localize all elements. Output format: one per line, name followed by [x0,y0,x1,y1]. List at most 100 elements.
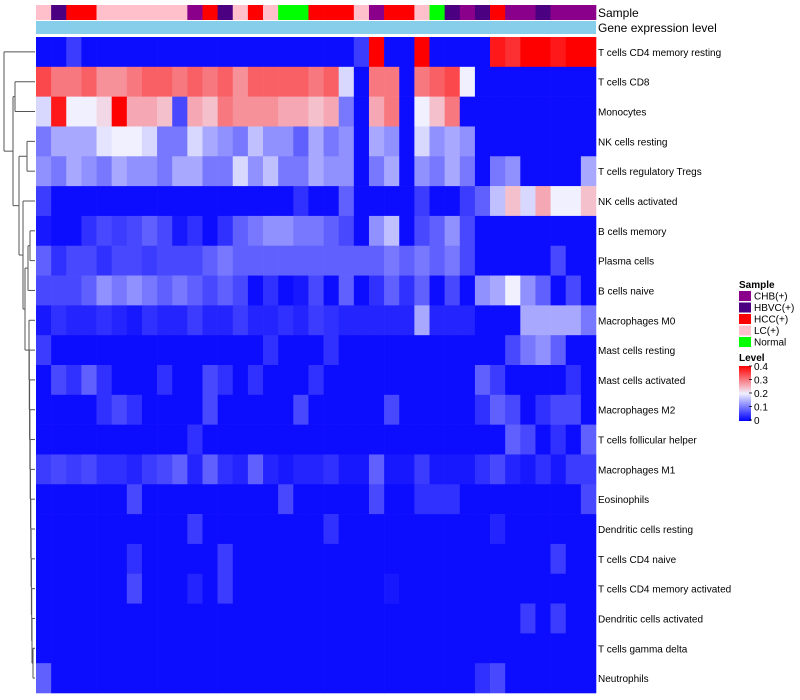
heatmap-cell [81,365,97,396]
sample-cell [550,5,567,20]
heatmap-cell [126,603,143,634]
heatmap-cell [474,215,491,247]
heatmap-cell [490,365,506,396]
heatmap-cell [399,454,415,485]
heatmap-cell [51,305,67,336]
heatmap-cell [399,245,415,276]
heatmap-cell [81,394,97,425]
heatmap-cell [353,663,370,694]
heatmap-cell [520,37,536,68]
heatmap-cell [535,663,551,694]
heatmap-cell [338,305,355,336]
sample-cell [51,5,67,20]
heatmap-cell [293,215,309,247]
heatmap-cell [263,37,279,68]
heatmap-cell [36,245,52,276]
heatmap-cell [580,424,597,455]
heatmap-cell [444,573,461,604]
heatmap-cell [368,454,385,485]
heatmap-cell [535,365,551,396]
heatmap-cell [429,335,445,366]
heatmap-cell [474,514,491,545]
heatmap-cell [535,543,551,575]
heatmap-cell [565,96,582,127]
heatmap-cell [368,424,385,455]
heatmap-cell [66,37,82,68]
heatmap-cell [399,514,415,545]
heatmap-cell [36,663,52,694]
heatmap-cell [384,335,400,366]
heatmap-cell [399,215,415,247]
heatmap-cell [293,96,309,127]
heatmap-cell [353,96,370,127]
heatmap-cell [368,37,385,68]
heatmap-cell [580,156,597,187]
heatmap-cell [565,484,582,515]
heatmap-cell [384,305,400,336]
heatmap-cell [172,186,188,217]
heatmap-cell [444,484,461,515]
heatmap-cell [202,514,218,545]
legend-label: Normal [754,338,786,349]
sample-cell [217,5,234,20]
heatmap-cell [278,305,294,336]
heatmap-cell [263,484,279,515]
heatmap-cell [263,275,279,306]
heatmap-cell [384,66,400,97]
heatmap-cell [217,603,234,634]
heatmap-cell [157,484,173,515]
heatmap-cell [232,37,249,68]
heatmap-cell [126,335,143,366]
heatmap-cell [384,96,400,127]
heatmap-cell [368,543,385,575]
heatmap-cell [520,484,536,515]
heatmap-cell [474,633,491,664]
heatmap-cell [353,37,370,68]
heatmap-cell [126,37,143,68]
heatmap-cell [278,365,294,396]
heatmap-cell [323,543,340,575]
heatmap-cell [157,424,173,455]
heatmap-cell [459,543,476,575]
heatmap-cell [126,186,143,217]
sample-cell [187,5,203,20]
gene-expression-bar [36,21,596,34]
heatmap-cell [399,365,415,396]
heatmap-cell [338,37,355,68]
heatmap-cell [141,305,158,336]
legend-label: HCC(+) [754,315,788,326]
heatmap-cell [81,335,97,366]
heatmap-cell [81,663,97,694]
heatmap-cell [399,603,415,634]
sample-track-label: Sample [598,6,639,20]
heatmap-cell [217,514,234,545]
heatmap-cell [141,365,158,396]
heatmap-cell [293,66,309,97]
heatmap-cell [293,156,309,187]
heatmap-cell [323,66,340,97]
heatmap-cell [247,275,264,306]
heatmap-cell [96,66,112,97]
heatmap-cell [429,484,445,515]
heatmap-cell [157,633,173,664]
heatmap-cell [505,305,521,336]
heatmap-cell [187,633,203,664]
heatmap-cell [157,215,173,247]
heatmap-cell [323,633,340,664]
heatmap-cell [414,543,430,575]
heatmap-cell [580,394,597,425]
heatmap-cell [429,156,445,187]
heatmap-cell [157,156,173,187]
heatmap-cell [565,603,582,634]
heatmap-cell [66,215,82,247]
heatmap-cell [263,514,279,545]
heatmap-cell [187,424,203,455]
heatmap-cell [232,603,249,634]
heatmap-cell [172,156,188,187]
heatmap-cell [51,215,67,247]
heatmap-cell [368,215,385,247]
heatmap-cell [111,573,128,604]
heatmap-cell [293,275,309,306]
heatmap-cell [368,663,385,694]
heatmap-cell [323,514,340,545]
